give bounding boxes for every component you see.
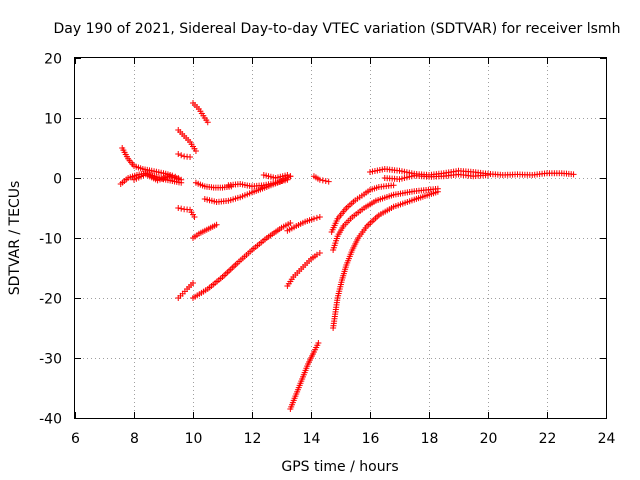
data-point [175,205,182,211]
data-point-fill [319,177,326,184]
x-tick-label: 10 [185,431,203,447]
data-point [192,148,199,154]
x-tick-label: 22 [539,431,557,447]
data-point [191,214,198,220]
x-axis-title: GPS time / hours [281,459,398,475]
grid [75,58,606,418]
x-tick-label: 12 [244,431,262,447]
data-point [315,340,322,346]
x-tick-label: 20 [480,431,498,447]
x-tick-label: 14 [303,431,321,447]
data-point-fill [178,205,185,212]
data-point [187,154,194,160]
data-point [175,151,182,157]
data-point-fill [178,152,185,159]
y-tick-label: -10 [39,232,62,248]
data-point [310,215,317,222]
x-tick-labels: 6 8 10 12 14 16 18 20 22 24 [71,431,615,447]
plot-frame [74,57,607,419]
chart-title: Day 190 of 2021, Sidereal Day-to-day VTE… [54,21,621,37]
data-point [570,171,577,178]
data-point [316,250,323,256]
y-tick-label: -40 [39,412,62,428]
x-tick-label: 24 [598,431,616,447]
x-tick-label: 8 [130,431,139,447]
y-tick-label: 10 [44,112,62,128]
axis-ticks [75,58,607,419]
data-point [204,119,211,126]
data-point [434,188,441,195]
y-tick-label: 0 [53,172,62,188]
data-points [117,100,577,412]
data-point [390,182,397,189]
x-tick-label: 16 [362,431,380,447]
x-tick-label: 6 [71,431,80,447]
y-tick-labels: 20 10 0 -10 -20 -30 -40 [39,52,62,428]
y-tick-label: 20 [44,52,62,68]
data-point [316,214,323,220]
x-tick-label: 18 [421,431,439,447]
data-point [284,172,291,178]
y-axis-title: SDTVAR / TECUs [7,181,23,296]
data-point-fill [313,214,320,221]
data-point [287,173,294,180]
data-point [325,178,332,185]
data-point [485,172,491,178]
data-point [322,178,329,184]
data-point [287,220,294,226]
y-tick-label: -30 [39,352,62,368]
data-point [316,176,323,183]
data-point [178,176,185,183]
data-point [213,221,220,228]
y-tick-label: -20 [39,292,62,308]
data-point [190,280,196,286]
